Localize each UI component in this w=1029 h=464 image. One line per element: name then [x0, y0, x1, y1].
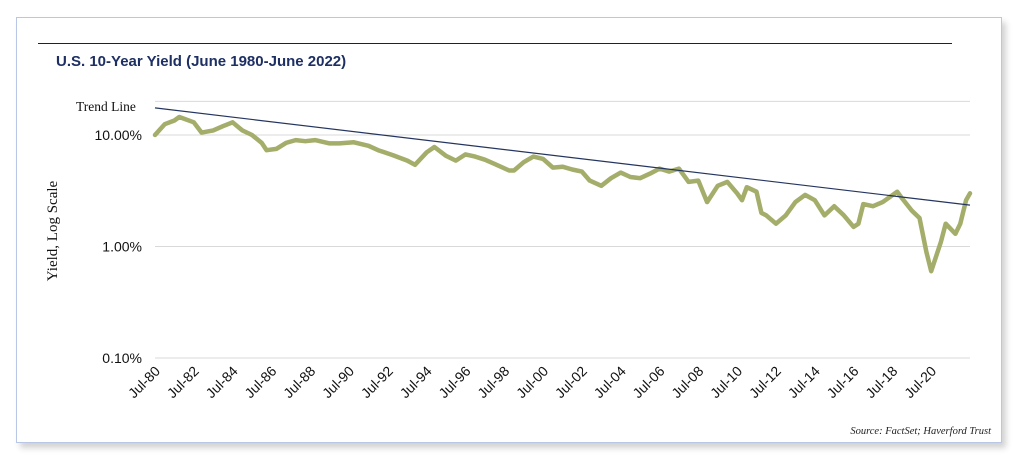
- x-tick-label: Jul-12: [746, 363, 784, 401]
- x-tick-label: Jul-82: [164, 363, 202, 401]
- x-tick-label: Jul-20: [901, 363, 939, 401]
- x-tick-label: Jul-84: [202, 363, 240, 401]
- trend-line: [154, 107, 971, 206]
- y-tick-labels: 10.00% 1.00% 0.10%: [95, 127, 142, 366]
- x-tick-label: Jul-94: [397, 363, 435, 401]
- trend-line-label: Trend Line: [76, 99, 136, 114]
- source-note: Source: FactSet; Haverford Trust: [850, 426, 991, 437]
- y-tick-label: 1.00%: [102, 239, 142, 255]
- x-tick-label: Jul-88: [280, 363, 318, 401]
- x-tick-label: Jul-08: [668, 363, 706, 401]
- gridlines: [155, 100, 970, 359]
- chart-title: U.S. 10-Year Yield (June 1980-June 2022): [56, 53, 347, 70]
- x-tick-label: Jul-86: [241, 363, 279, 401]
- x-tick-label: Jul-90: [319, 363, 357, 401]
- x-tick-labels: Jul-80 Jul-82 Jul-84 Jul-86 Jul-88 Jul-90 Jul-…: [125, 363, 940, 401]
- x-tick-label: Jul-18: [862, 363, 900, 401]
- x-tick-label: Jul-92: [358, 363, 396, 401]
- x-tick-label: Jul-98: [474, 363, 512, 401]
- x-tick-label: Jul-80: [125, 363, 163, 401]
- x-tick-label: Jul-04: [591, 363, 629, 401]
- yield-series-line: [152, 114, 973, 274]
- x-tick-label: Jul-16: [823, 363, 861, 401]
- x-tick-label: Jul-14: [785, 363, 823, 401]
- trend-line-layer: Trend Line: [76, 99, 971, 206]
- y-tick-label: 10.00%: [95, 127, 142, 143]
- chart-frame: [16, 17, 1002, 443]
- x-tick-label: Jul-00: [513, 363, 551, 401]
- series-layer: [152, 114, 973, 274]
- x-tick-label: Jul-96: [435, 363, 473, 401]
- y-tick-label: 0.10%: [102, 350, 142, 366]
- x-tick-label: Jul-06: [629, 363, 667, 401]
- y-axis-label: Yield, Log Scale: [45, 180, 61, 281]
- x-tick-label: Jul-10: [707, 363, 745, 401]
- x-tick-label: Jul-02: [552, 363, 590, 401]
- title-rule: [38, 43, 952, 44]
